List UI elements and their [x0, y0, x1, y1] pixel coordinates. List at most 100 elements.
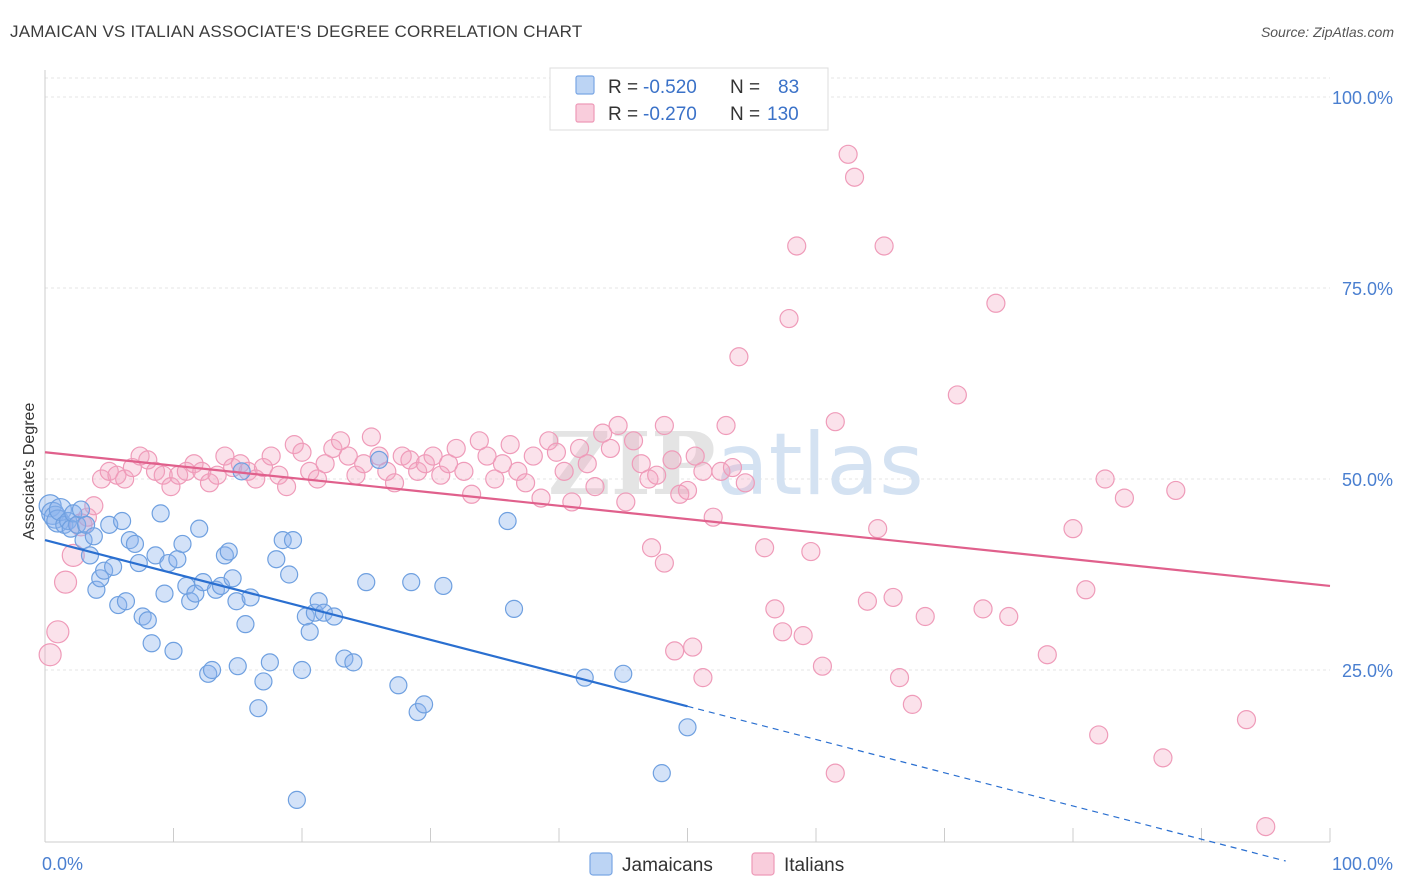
- y-tick-label-2: 75.0%: [1342, 279, 1393, 299]
- legend-italians-label: Italians: [784, 855, 844, 876]
- italians-point-38: [330, 431, 351, 451]
- jamaicans-point-54: [254, 672, 273, 691]
- chart-title: JAMAICAN VS ITALIAN ASSOCIATE'S DEGREE C…: [10, 22, 583, 41]
- italians-point-66: [546, 442, 567, 462]
- jamaicans-point-65: [309, 592, 328, 611]
- italians-point-90: [729, 347, 749, 367]
- italians-point-52: [438, 454, 459, 474]
- legend-n-value-1: 130: [767, 104, 799, 125]
- jamaicans-point-63: [300, 622, 319, 641]
- italians-point-50: [423, 446, 443, 466]
- italians-point-20: [192, 461, 212, 481]
- legend-italians-swatch: [751, 852, 775, 876]
- jamaicans-point-72: [389, 676, 408, 695]
- jamaicans-point-39: [190, 519, 209, 538]
- italians-point-79: [647, 465, 667, 485]
- italians-point-75: [616, 492, 636, 512]
- italians-point-59: [492, 454, 513, 474]
- italians-point-2: [53, 570, 78, 594]
- x-tick-label-0: 0.0%: [42, 854, 83, 874]
- y-axis-label: Associate's Degree: [21, 403, 38, 540]
- stats-legend: R = -0.520 N = 83 R = -0.270 N = 130: [549, 67, 829, 131]
- legend-n-value-0: 83: [778, 77, 799, 98]
- jamaicans-point-51: [236, 615, 255, 634]
- italians-point-36: [315, 454, 335, 474]
- jamaicans-point-35: [173, 534, 192, 554]
- italians-point-91: [735, 473, 755, 493]
- italians-point-102: [793, 626, 813, 646]
- italians-point-15: [153, 465, 173, 485]
- jamaicans-point-17: [95, 561, 114, 580]
- italians-point-96: [693, 668, 713, 688]
- stats-legend-box: [549, 67, 829, 131]
- legend-n-label-0: N =: [730, 77, 760, 98]
- jamaicans-point-57: [273, 531, 292, 550]
- legend-r-label-0: R =: [608, 77, 638, 98]
- jamaicans-point-82: [678, 718, 697, 737]
- jamaicans-point-42: [202, 660, 222, 680]
- italians-point-55: [462, 484, 482, 504]
- y-tick-label-3: 100.0%: [1332, 88, 1393, 108]
- italians-point-57: [477, 446, 497, 466]
- italians-point-103: [801, 541, 821, 562]
- legend-jamaicans-swatch: [589, 852, 613, 876]
- jamaicans-point-15: [87, 580, 106, 599]
- italians-point-122: [1076, 580, 1096, 600]
- jamaicans-point-11: [74, 531, 93, 550]
- italians-point-110: [868, 519, 888, 539]
- italians-point-43: [369, 446, 389, 466]
- jamaicans-point-47: [223, 569, 242, 588]
- jamaicans-point-81: [652, 764, 671, 783]
- italians-swatch: [575, 103, 595, 123]
- y-tick-label-1: 50.0%: [1342, 470, 1393, 490]
- jamaicans-point-50: [227, 592, 246, 611]
- italians-point-71: [585, 477, 605, 497]
- italians-point-74: [608, 415, 628, 436]
- italians-point-101: [787, 236, 807, 256]
- jamaicans-point-73: [402, 573, 421, 592]
- italians-point-47: [400, 450, 420, 470]
- jamaicans-point-4: [48, 497, 73, 522]
- italians-point-116: [947, 385, 967, 405]
- jamaicans-point-69: [344, 653, 363, 672]
- italians-point-104: [812, 656, 833, 676]
- legend-jamaicans-label: Jamaicans: [622, 855, 713, 876]
- jamaicans-point-55: [260, 653, 279, 672]
- italians-point-115: [915, 606, 935, 627]
- italians-point-54: [454, 461, 474, 481]
- jamaicans-point-19: [104, 557, 123, 576]
- jamaicans-point-75: [414, 695, 434, 714]
- italians-point-28: [253, 457, 274, 478]
- italians-point-127: [1166, 480, 1186, 501]
- italians-point-105: [825, 763, 845, 783]
- italians-point-62: [515, 473, 536, 493]
- jamaicans-point-21: [112, 511, 132, 531]
- italians-point-117: [973, 599, 993, 619]
- legend-n-label-1: N =: [730, 104, 760, 125]
- watermark-atlas: atlas: [716, 415, 924, 515]
- italians-point-42: [361, 427, 381, 447]
- italians-point-89: [722, 457, 743, 478]
- italians-point-41: [354, 454, 374, 474]
- italians-point-121: [1063, 519, 1083, 539]
- legend-r-label-1: R =: [608, 104, 638, 125]
- jamaicans-point-74: [408, 702, 427, 722]
- italians-point-84: [685, 446, 705, 466]
- jamaicans-point-10: [71, 500, 91, 519]
- jamaicans-point-71: [370, 450, 389, 469]
- trend-lines: [44, 451, 1331, 862]
- italians-point-126: [1153, 748, 1173, 768]
- italians-point-51: [431, 465, 451, 485]
- y-tick-labels: 25.0% 50.0% 75.0% 100.0%: [1332, 88, 1393, 681]
- italians-point-70: [577, 454, 597, 474]
- jamaicans-point-56: [267, 550, 286, 569]
- jamaicans-point-59: [283, 531, 303, 550]
- italians-point-77: [631, 454, 651, 474]
- y-tick-label-0: 25.0%: [1342, 661, 1393, 681]
- italians-point-10: [115, 469, 135, 489]
- italians-point-53: [446, 438, 466, 459]
- jamaicans-point-34: [168, 550, 187, 569]
- italians-point-85: [693, 461, 713, 481]
- jamaicans-point-27: [138, 611, 157, 630]
- italians-point-1: [46, 620, 70, 644]
